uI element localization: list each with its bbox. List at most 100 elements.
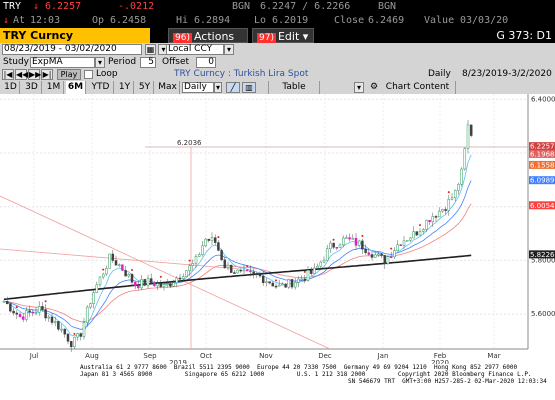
candle	[354, 238, 358, 246]
forward-icon[interactable]: ▶▶	[28, 69, 42, 80]
candle	[21, 316, 25, 320]
moving-average-line	[3, 254, 472, 301]
price-label-l3: 6.1558	[530, 161, 555, 169]
chevron-down-icon[interactable]: ▾	[214, 82, 222, 93]
offset-label: Offset	[162, 57, 190, 67]
candle	[153, 282, 156, 287]
candle	[348, 237, 351, 240]
study-select[interactable]: ExpMA	[30, 57, 95, 68]
candle	[303, 278, 307, 281]
date-range-field[interactable]: 08/23/2019 - 03/02/2020	[2, 44, 142, 55]
candle	[418, 231, 422, 236]
security-field[interactable]: TRY Curncy	[0, 28, 150, 43]
chart-canvas[interactable]: 6.40006.20006.00005.80005.6000JulAugSepO…	[0, 94, 555, 367]
signal-dot	[447, 191, 450, 194]
candle	[60, 328, 63, 331]
candle	[108, 253, 111, 269]
price-chart[interactable]: 6.40006.20006.00005.80005.6000JulAugSepO…	[0, 94, 555, 367]
high-label: Hi	[176, 15, 189, 26]
candle	[444, 209, 447, 211]
candle	[377, 253, 380, 256]
rewind-start-icon[interactable]: |◀	[2, 69, 14, 80]
candle	[316, 265, 319, 269]
tab-ytd[interactable]: YTD	[88, 81, 114, 94]
candle	[41, 306, 44, 310]
line-chart-icon[interactable]: ╱	[226, 82, 240, 93]
candle	[399, 244, 403, 246]
candle	[450, 197, 454, 200]
actions-menu[interactable]: 96)Actions ▾	[168, 28, 248, 60]
loop-checkbox[interactable]	[84, 70, 93, 79]
tab-3d[interactable]: 3D	[22, 81, 42, 94]
candle	[92, 292, 95, 304]
candle	[345, 237, 348, 239]
candle	[229, 264, 233, 273]
candle	[373, 254, 377, 258]
candle	[210, 237, 214, 241]
chevron-down-icon: ▾	[302, 30, 309, 43]
x-tick-label: Aug	[85, 352, 99, 360]
chevron-down-icon[interactable]: ▾	[354, 82, 364, 93]
x-tick-label: Dec	[318, 352, 332, 360]
frequency-select[interactable]: Daily	[182, 82, 214, 93]
candle	[463, 148, 467, 170]
candle	[172, 282, 175, 287]
tab-max[interactable]: Max	[156, 81, 180, 94]
candle	[290, 279, 294, 288]
x-tick-label: Nov	[259, 352, 273, 360]
bar-chart-icon[interactable]: ▥	[242, 82, 256, 93]
y-tick-label: 6.4000	[531, 95, 555, 103]
at-label: At	[13, 15, 26, 26]
tab-1y[interactable]: 1Y	[116, 81, 134, 94]
time: 12:03	[30, 15, 61, 26]
candle	[95, 284, 99, 293]
candle	[47, 316, 51, 319]
actions-menu-label: Actions	[193, 30, 235, 43]
currency-select[interactable]: Local CCY	[166, 44, 224, 55]
chevron-down-icon[interactable]: ▾	[224, 44, 234, 55]
trend-line-mid	[0, 248, 241, 270]
signal-dot	[361, 234, 364, 237]
candle	[50, 316, 54, 323]
tab-6m[interactable]: 6M	[66, 81, 86, 94]
edit-menu[interactable]: 97) Edit ▾	[252, 28, 314, 43]
table-button[interactable]: Table	[268, 81, 320, 94]
tab-5y[interactable]: 5Y	[136, 81, 154, 94]
candle	[434, 216, 438, 218]
chevron-down-icon[interactable]: ▾	[95, 57, 105, 68]
signal-dot	[131, 269, 133, 272]
candle	[325, 248, 329, 261]
tab-1m[interactable]: 1M	[44, 81, 64, 94]
candle	[322, 259, 326, 263]
chart-content-button[interactable]: Chart Content	[380, 81, 456, 94]
forward-end-icon[interactable]: ▶|	[41, 69, 53, 80]
actions-menu-number: 96)	[173, 33, 192, 43]
candle	[300, 278, 303, 281]
rewind-icon[interactable]: ◀◀	[15, 69, 29, 80]
period-input[interactable]: 5	[140, 57, 156, 68]
date-range: 8/23/2019-3/2/2020	[462, 69, 552, 79]
signal-dot	[44, 300, 47, 303]
candle	[53, 321, 57, 323]
candle	[335, 247, 339, 249]
calendar-icon[interactable]: ▦	[145, 44, 156, 55]
tab-1d[interactable]: 1D	[2, 81, 20, 94]
candle	[127, 273, 131, 277]
candle	[226, 264, 230, 269]
x-tick-label: Jan	[377, 352, 389, 360]
offset-input[interactable]: 0	[196, 57, 216, 68]
candle	[223, 259, 227, 269]
candle	[409, 237, 412, 241]
candle	[31, 311, 35, 314]
candle	[265, 281, 268, 283]
candle	[28, 310, 31, 313]
price-box-l2	[529, 149, 555, 158]
low-value: 6.2019	[272, 15, 309, 26]
candle	[137, 285, 140, 289]
x-year-label: 2019	[169, 359, 187, 364]
candle	[245, 269, 249, 272]
x-tick-label: Sep	[143, 352, 157, 360]
play-button[interactable]: Play	[57, 69, 81, 80]
candle	[364, 248, 367, 253]
candle	[34, 312, 38, 314]
